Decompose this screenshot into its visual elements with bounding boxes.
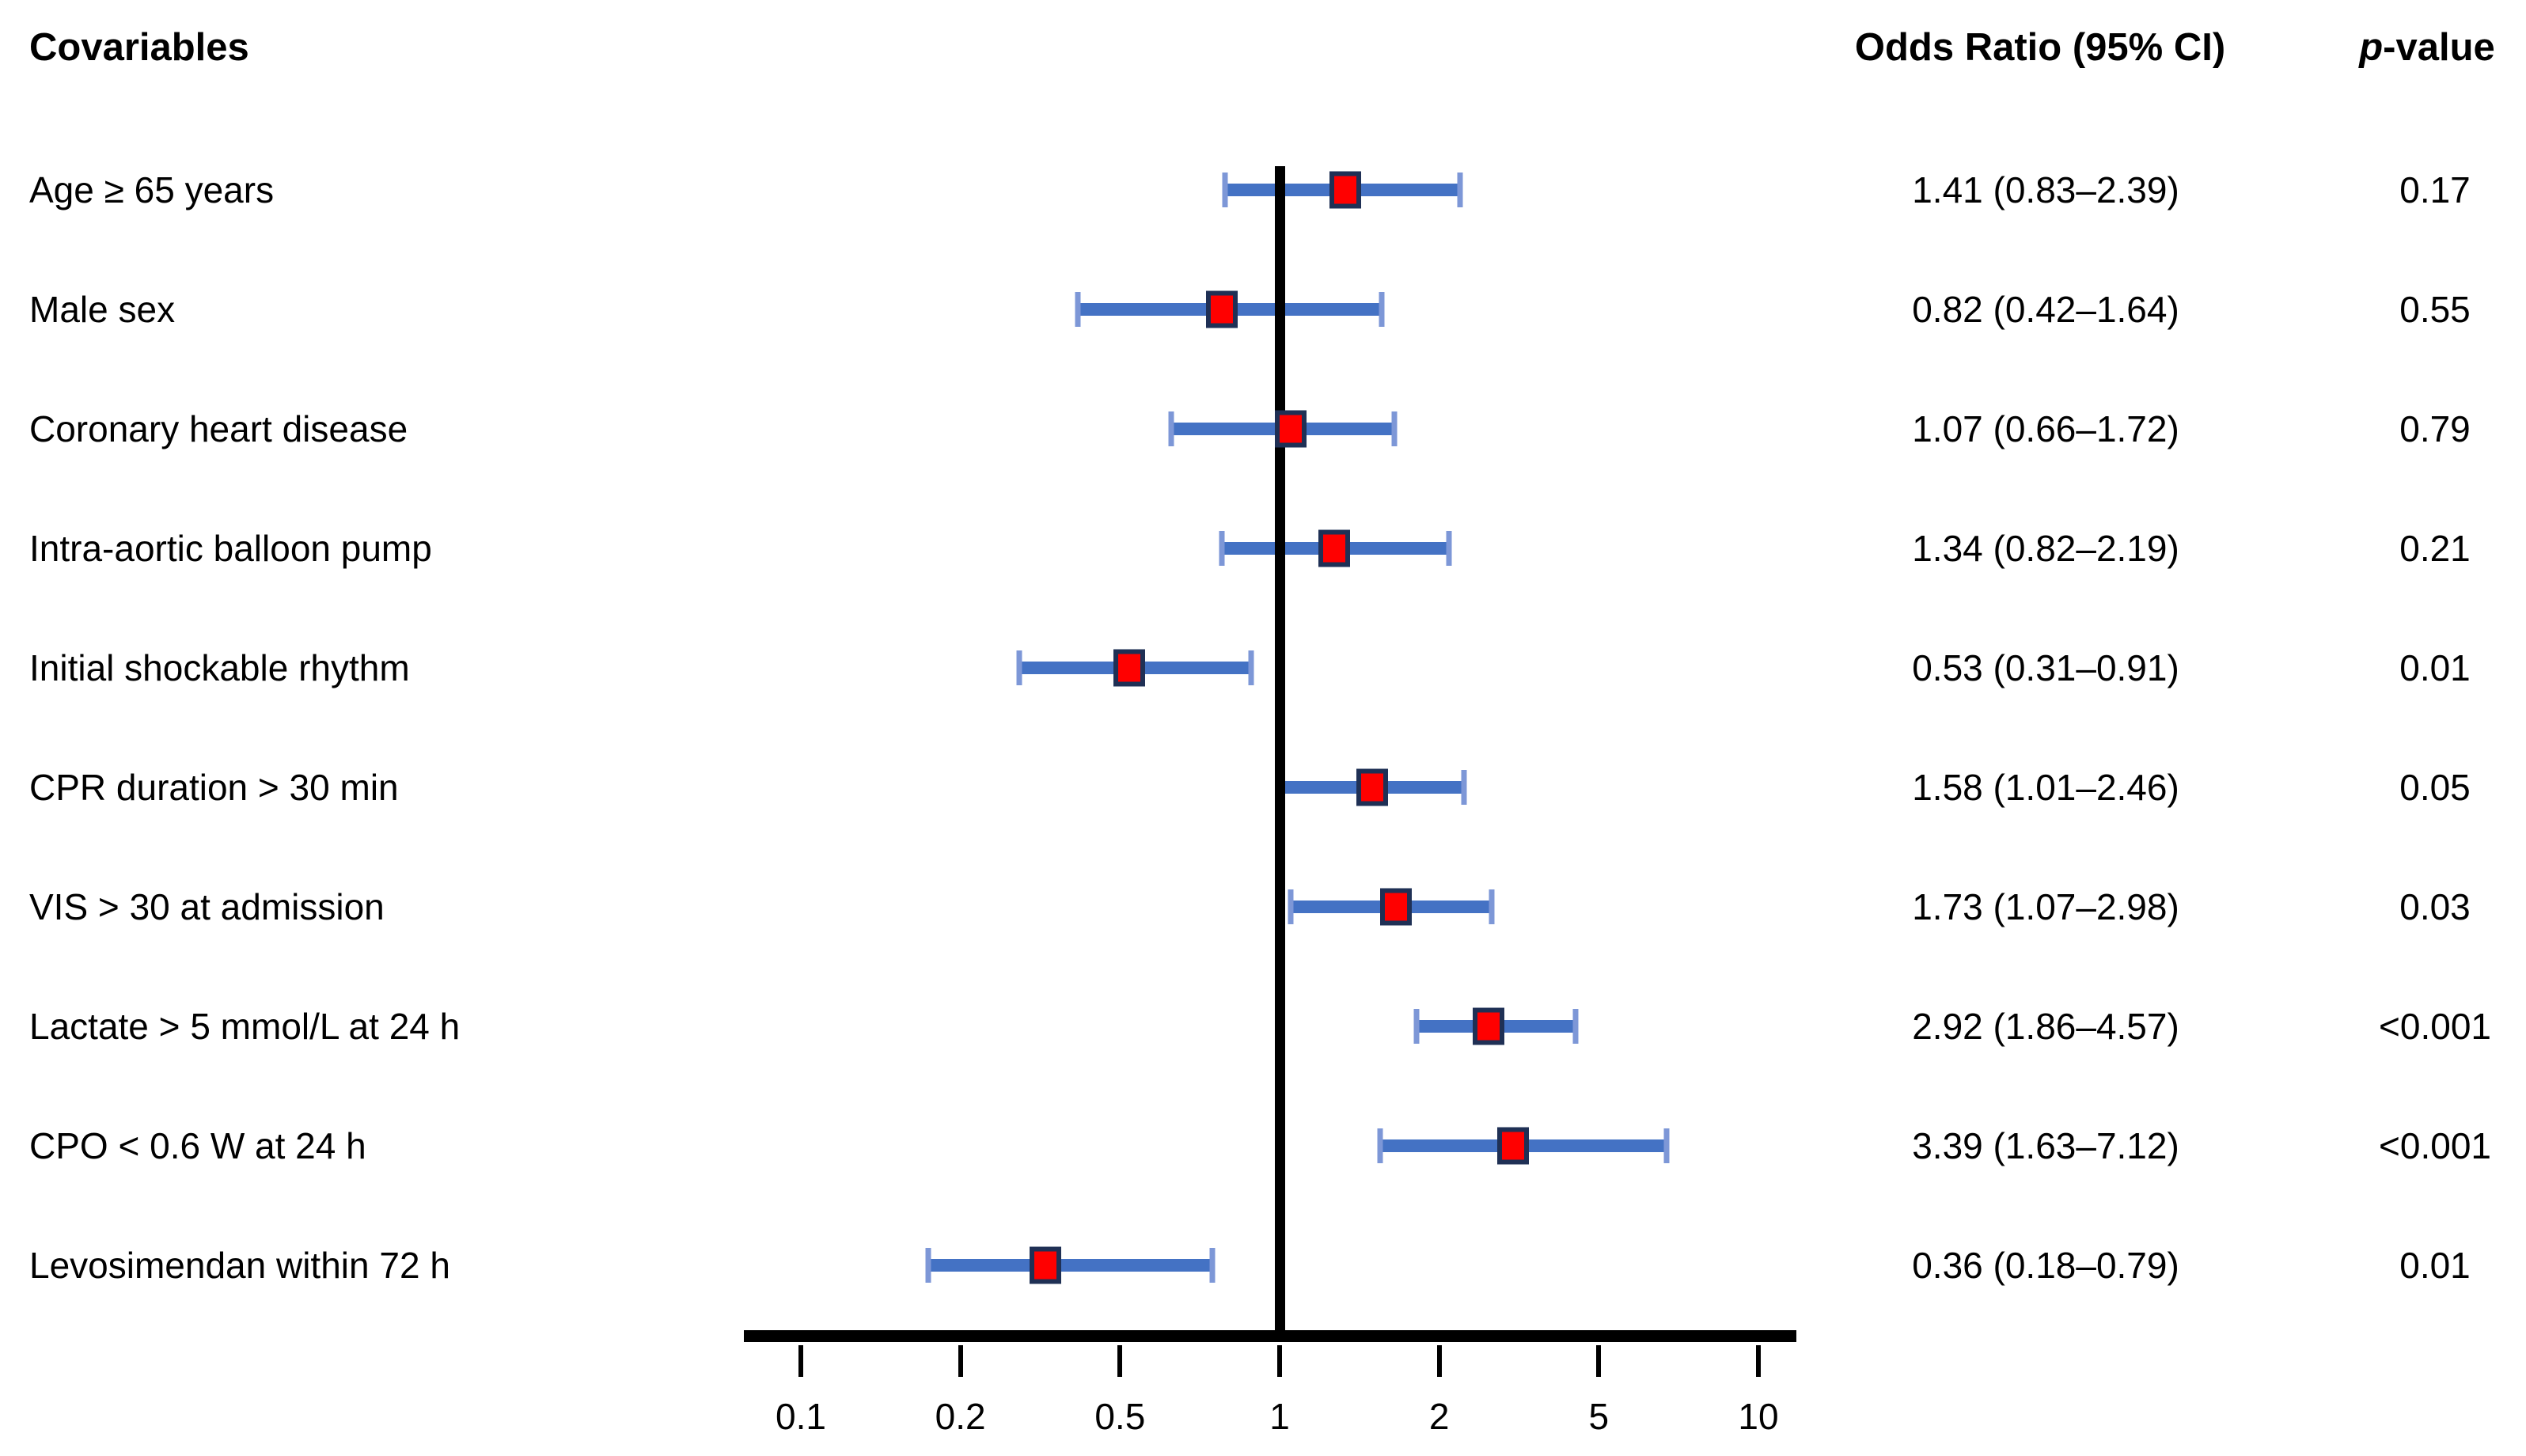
p-value-header: p-value (2359, 25, 2495, 70)
x-axis-tick (1277, 1345, 1282, 1377)
p-value-header-rest: -value (2383, 26, 2495, 69)
or-marker (1472, 1007, 1504, 1045)
p-value: 0.17 (2399, 169, 2471, 210)
or-ci-value: 3.39 (1.63–7.12) (1912, 1125, 2179, 1166)
or-ci-value: 2.92 (1.86–4.57) (1912, 1006, 2179, 1047)
covariable-label: Levosimendan within 72 h (29, 1245, 450, 1286)
or-marker (1356, 768, 1388, 806)
ci-cap-right (1248, 650, 1254, 685)
or-marker (1206, 290, 1238, 328)
or-marker (1380, 888, 1413, 926)
x-axis-tick-label: 5 (1588, 1396, 1610, 1437)
p-value: 0.55 (2399, 289, 2471, 330)
covariables-header: Covariables (29, 26, 249, 69)
p-value-header-p: p (2359, 26, 2384, 69)
covariable-label: CPO < 0.6 W at 24 h (29, 1125, 366, 1166)
or-ci-value: 0.36 (0.18–0.79) (1912, 1245, 2179, 1286)
x-axis-tick (1596, 1345, 1602, 1377)
odds-ratio-ci-header: Odds Ratio (95% CI) (1854, 26, 2226, 69)
covariable-label: Intra-aortic balloon pump (29, 528, 432, 569)
ci-cap-left (1219, 531, 1225, 566)
covariable-label: Age ≥ 65 years (29, 169, 275, 210)
ci-cap-left (1377, 1128, 1383, 1163)
ci-cap-right (1209, 1248, 1216, 1283)
ci-cap-right (1663, 1128, 1670, 1163)
ci-bar (928, 1259, 1213, 1272)
x-axis-tick (1117, 1345, 1123, 1377)
or-ci-value: 1.58 (1.01–2.46) (1912, 767, 2179, 808)
or-ci-value: 1.41 (0.83–2.39) (1912, 169, 2179, 210)
covariable-label: Male sex (29, 289, 176, 330)
ci-cap-right (1489, 889, 1495, 924)
x-axis-tick (1436, 1345, 1442, 1377)
or-ci-value: 1.34 (0.82–2.19) (1912, 528, 2179, 569)
ci-cap-right (1572, 1009, 1579, 1044)
covariable-label: Initial shockable rhythm (29, 647, 410, 688)
p-value: 0.21 (2399, 528, 2471, 569)
x-axis-tick-label: 0.2 (935, 1396, 986, 1437)
or-ci-value: 0.82 (0.42–1.64) (1912, 289, 2179, 330)
or-ci-value: 1.73 (1.07–2.98) (1912, 886, 2179, 927)
ci-cap-right (1391, 411, 1398, 446)
p-value: <0.001 (2379, 1006, 2491, 1047)
ci-cap-left (1075, 292, 1081, 327)
or-marker (1275, 410, 1307, 448)
x-axis-tick-label: 0.5 (1094, 1396, 1146, 1437)
ci-cap-left (1413, 1009, 1420, 1044)
covariable-label: VIS > 30 at admission (29, 886, 385, 927)
ci-cap-left (1016, 650, 1022, 685)
or-marker (1497, 1127, 1530, 1165)
p-value: 0.01 (2399, 1245, 2471, 1286)
covariable-label: Lactate > 5 mmol/L at 24 h (29, 1006, 461, 1047)
x-axis-tick (1756, 1345, 1762, 1377)
p-value: 0.79 (2399, 408, 2471, 449)
ci-cap-left (1222, 173, 1228, 207)
p-value: <0.001 (2379, 1125, 2491, 1166)
covariable-label: CPR duration > 30 min (29, 767, 399, 808)
or-marker (1318, 529, 1350, 567)
or-marker (1030, 1246, 1062, 1284)
ci-cap-right (1457, 173, 1463, 207)
p-value: 0.01 (2399, 647, 2471, 688)
x-axis-tick-label: 10 (1738, 1396, 1779, 1437)
ci-cap-right (1446, 531, 1452, 566)
ci-cap-right (1379, 292, 1385, 327)
x-axis-tick-label: 2 (1428, 1396, 1450, 1437)
x-axis-line (744, 1330, 1796, 1342)
x-axis-tick (798, 1345, 803, 1377)
ci-cap-right (1461, 770, 1467, 805)
or-ci-value: 0.53 (0.31–0.91) (1912, 647, 2179, 688)
or-marker (1113, 649, 1146, 687)
x-axis-tick-label: 0.1 (776, 1396, 826, 1437)
x-axis-tick (958, 1345, 963, 1377)
p-value: 0.05 (2399, 767, 2471, 808)
ci-cap-left (1168, 411, 1174, 446)
covariable-label: Coronary heart disease (29, 408, 408, 449)
or-marker (1329, 171, 1361, 209)
p-value: 0.03 (2399, 886, 2471, 927)
ci-cap-left (1288, 889, 1294, 924)
ci-cap-left (925, 1248, 931, 1283)
or-ci-value: 1.07 (0.66–1.72) (1912, 408, 2179, 449)
reference-line-or-1 (1274, 166, 1285, 1342)
x-axis-tick-label: 1 (1269, 1396, 1290, 1437)
